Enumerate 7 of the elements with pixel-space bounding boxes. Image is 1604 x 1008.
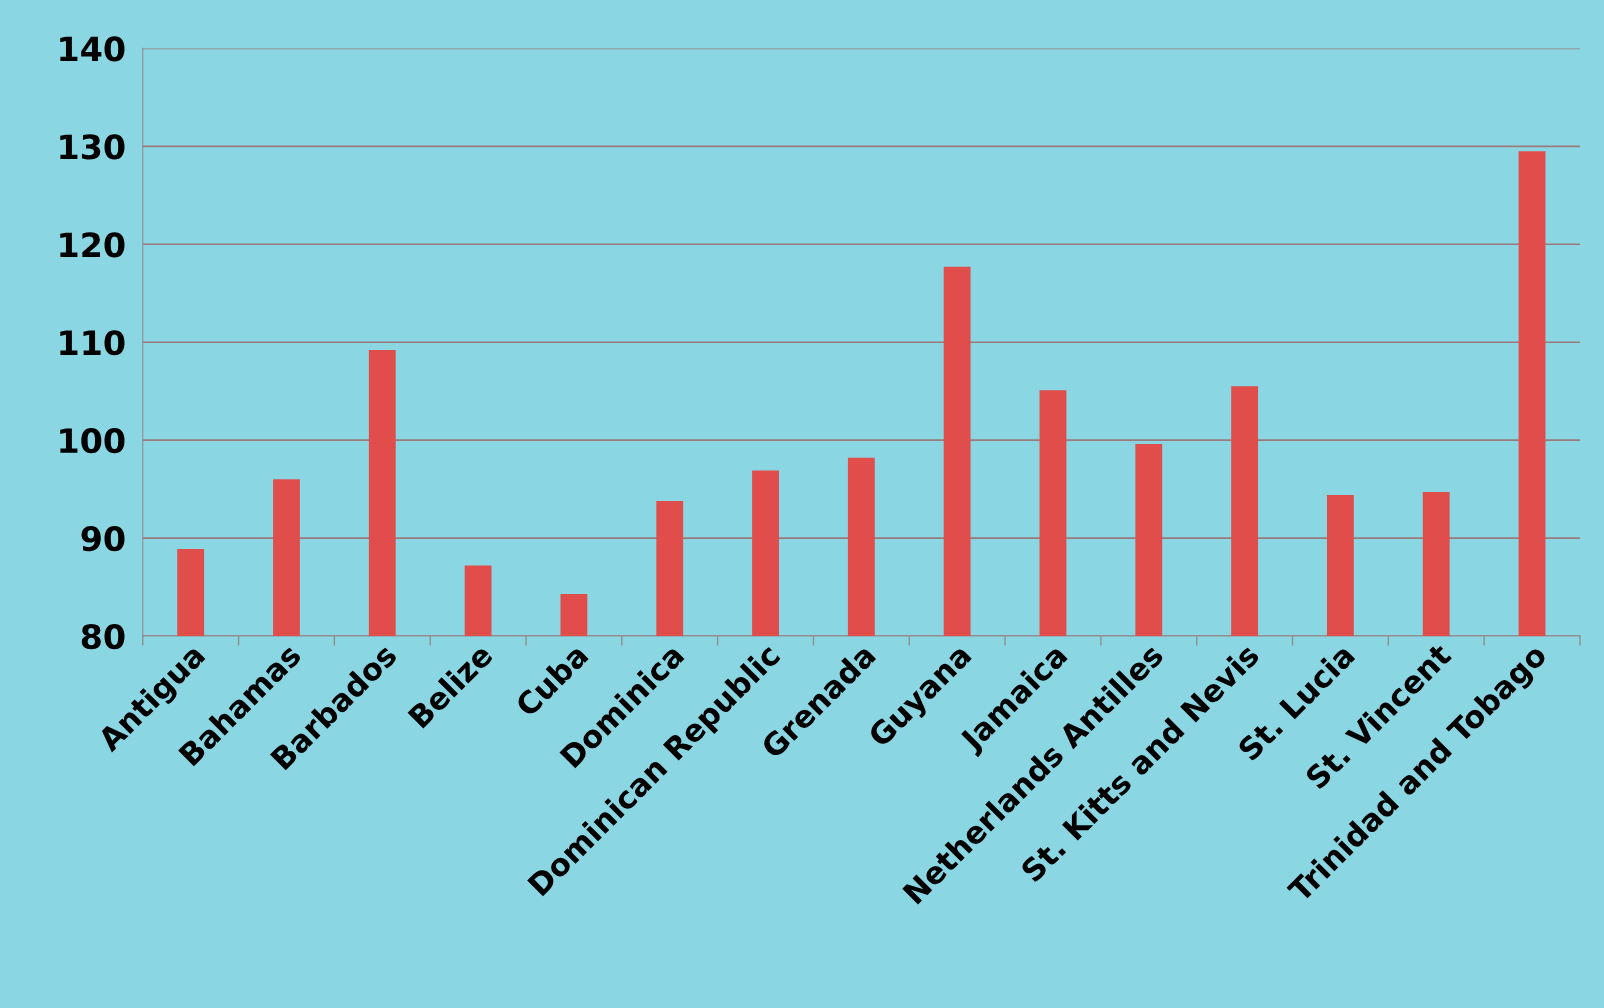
y-tick-label: 120 xyxy=(60,232,125,258)
y-tick-label: 100 xyxy=(60,428,125,454)
y-tick-label: 140 xyxy=(60,36,125,62)
y-tick-label: 90 xyxy=(81,526,125,552)
y-tick-label: 130 xyxy=(60,134,125,160)
y-tick-label: 110 xyxy=(60,330,125,356)
y-tick-label: 80 xyxy=(81,623,125,650)
